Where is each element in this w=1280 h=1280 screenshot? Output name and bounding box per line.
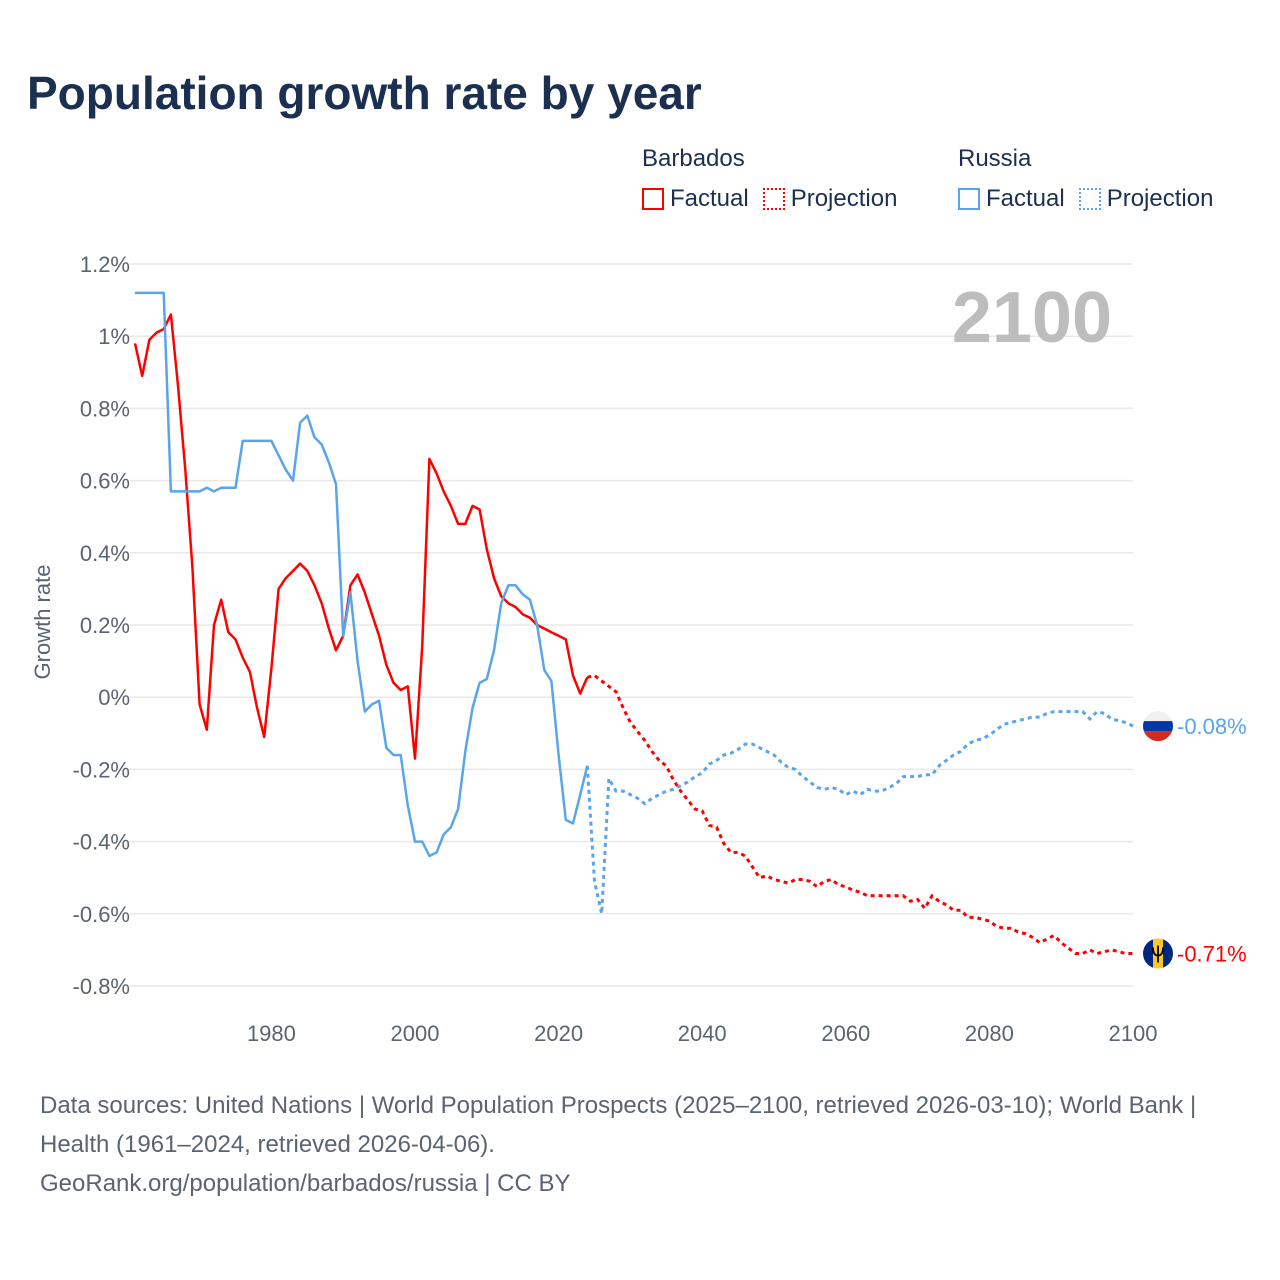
x-tick-label: 2000 — [391, 1021, 440, 1046]
legend-label: Factual — [670, 185, 749, 212]
y-tick-label: -0.4% — [73, 830, 130, 855]
legend-russia: Russia Factual Projection — [958, 145, 1213, 213]
y-tick-label: 0.8% — [80, 396, 130, 421]
russia-end-label: -0.08% — [1177, 714, 1247, 739]
legend-russia-factual[interactable]: Factual — [958, 185, 1065, 213]
barbados-end-label: -0.71% — [1177, 942, 1247, 967]
legend-country-barbados: Barbados — [642, 145, 745, 172]
barbados-projection-line — [586, 673, 1133, 956]
y-tick-label: 0.2% — [80, 613, 130, 638]
legend-label: Factual — [986, 185, 1065, 212]
barbados-factual-line — [133, 313, 589, 760]
x-tick-label: 1980 — [247, 1021, 296, 1046]
flag-stripe — [1143, 721, 1173, 732]
y-tick-label: 1% — [98, 324, 130, 349]
flag-stripe — [1143, 711, 1173, 722]
y-tick-label: -0.6% — [73, 902, 130, 927]
russia-projection-line — [585, 709, 1134, 915]
chart-title: Population growth rate by year — [27, 67, 702, 119]
legend-label: Projection — [790, 185, 898, 212]
legend-country-russia: Russia — [958, 145, 1032, 172]
legend-barbados-projection[interactable]: Projection — [762, 185, 898, 213]
y-tick-label: 0.6% — [80, 469, 130, 494]
russia-factual-line — [135, 291, 589, 858]
data-sources: Data sources: United Nations | World Pop… — [40, 1092, 1197, 1158]
x-tick-label: 2020 — [534, 1021, 583, 1046]
credit-link[interactable]: GeoRank.org/population/barbados/russia |… — [40, 1170, 571, 1197]
russia-flag-icon — [1143, 711, 1173, 742]
y-tick-label: 0.4% — [80, 541, 130, 566]
y-tick-label: -0.2% — [73, 757, 130, 782]
legend-swatch — [1078, 188, 1101, 210]
flag-stripe — [1163, 938, 1173, 969]
flag-stripe — [1143, 938, 1153, 969]
footer: Data sources: United Nations | World Pop… — [40, 1086, 1240, 1203]
trident-icon — [1152, 945, 1164, 963]
barbados-flag-icon — [1143, 938, 1173, 969]
legend-label: Projection — [1106, 185, 1214, 212]
legend-barbados-factual[interactable]: Factual — [642, 185, 749, 213]
legend-barbados: Barbados Factual Projection — [642, 145, 897, 213]
year-watermark: 2100 — [952, 278, 1112, 358]
legend-russia-projection[interactable]: Projection — [1078, 185, 1214, 213]
x-tick-label: 2100 — [1109, 1021, 1158, 1046]
x-tick-label: 2060 — [821, 1021, 870, 1046]
y-tick-label: -0.8% — [73, 974, 130, 999]
flag-stripe — [1143, 731, 1173, 742]
legend-swatch — [642, 188, 664, 210]
legend-swatch — [762, 188, 785, 210]
y-tick-label: 1.2% — [80, 252, 130, 277]
y-tick-label: 0% — [98, 685, 130, 710]
y-axis-label: Growth rate — [30, 565, 55, 680]
x-tick-label: 2080 — [965, 1021, 1014, 1046]
legend-swatch — [958, 188, 980, 210]
x-tick-label: 2040 — [678, 1021, 727, 1046]
